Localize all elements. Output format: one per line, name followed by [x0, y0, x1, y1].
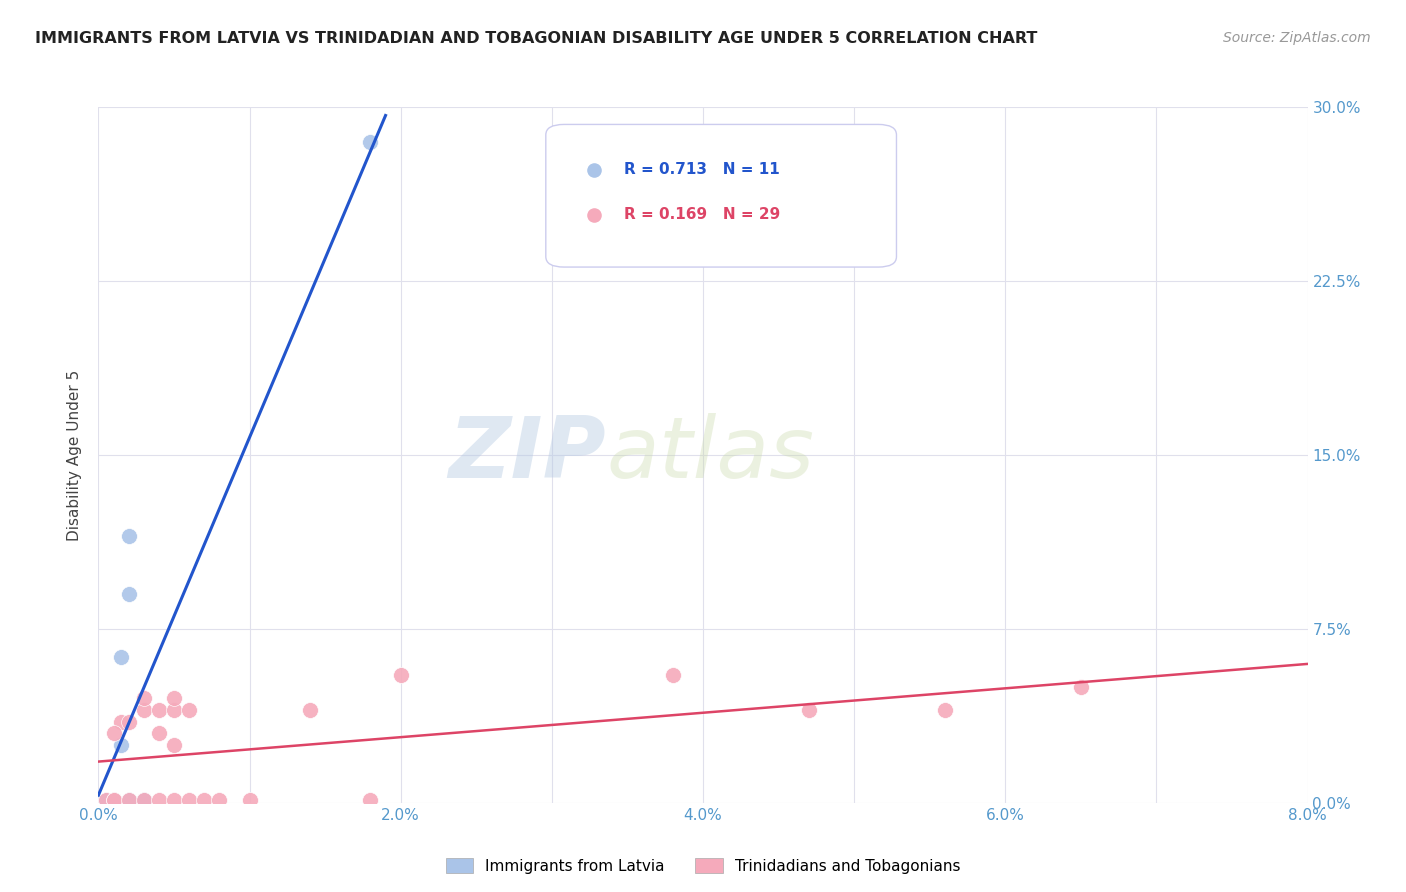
Point	[299, 703, 322, 717]
Text: IMMIGRANTS FROM LATVIA VS TRINIDADIAN AND TOBAGONIAN DISABILITY AGE UNDER 5 CORR: IMMIGRANTS FROM LATVIA VS TRINIDADIAN AN…	[35, 31, 1038, 46]
Point	[118, 793, 141, 807]
Point	[239, 793, 262, 807]
Point	[148, 703, 170, 717]
Text: Source: ZipAtlas.com: Source: ZipAtlas.com	[1223, 31, 1371, 45]
Point	[662, 668, 685, 682]
Point	[132, 691, 155, 706]
Point	[110, 738, 132, 752]
Point	[103, 793, 125, 807]
Point	[94, 793, 117, 807]
Point	[110, 714, 132, 729]
Text: atlas: atlas	[606, 413, 814, 497]
Point	[110, 649, 132, 664]
Point	[132, 793, 155, 807]
Point	[360, 793, 382, 807]
Point	[103, 793, 125, 807]
Text: R = 0.169   N = 29: R = 0.169 N = 29	[624, 207, 780, 222]
Point	[132, 793, 155, 807]
Point	[118, 793, 141, 807]
Y-axis label: Disability Age Under 5: Disability Age Under 5	[67, 369, 83, 541]
Point	[148, 793, 170, 807]
Point	[797, 703, 820, 717]
Point	[179, 703, 201, 717]
Point	[360, 135, 382, 149]
Point	[94, 793, 117, 807]
Point	[118, 714, 141, 729]
Point	[163, 691, 186, 706]
Point	[1070, 680, 1092, 694]
Point	[148, 726, 170, 740]
Legend: Immigrants from Latvia, Trinidadians and Tobagonians: Immigrants from Latvia, Trinidadians and…	[440, 852, 966, 880]
Point	[934, 703, 956, 717]
Point	[103, 793, 125, 807]
Text: ZIP: ZIP	[449, 413, 606, 497]
Point	[389, 668, 412, 682]
Point	[163, 738, 186, 752]
Point	[132, 793, 155, 807]
Text: R = 0.713   N = 11: R = 0.713 N = 11	[624, 162, 780, 178]
Point	[163, 703, 186, 717]
Point	[118, 529, 141, 543]
Point	[193, 793, 215, 807]
Point	[163, 793, 186, 807]
Point	[179, 793, 201, 807]
Point	[103, 726, 125, 740]
FancyBboxPatch shape	[546, 125, 897, 267]
Point	[118, 587, 141, 601]
Point	[103, 793, 125, 807]
Point	[208, 793, 231, 807]
Point	[132, 703, 155, 717]
